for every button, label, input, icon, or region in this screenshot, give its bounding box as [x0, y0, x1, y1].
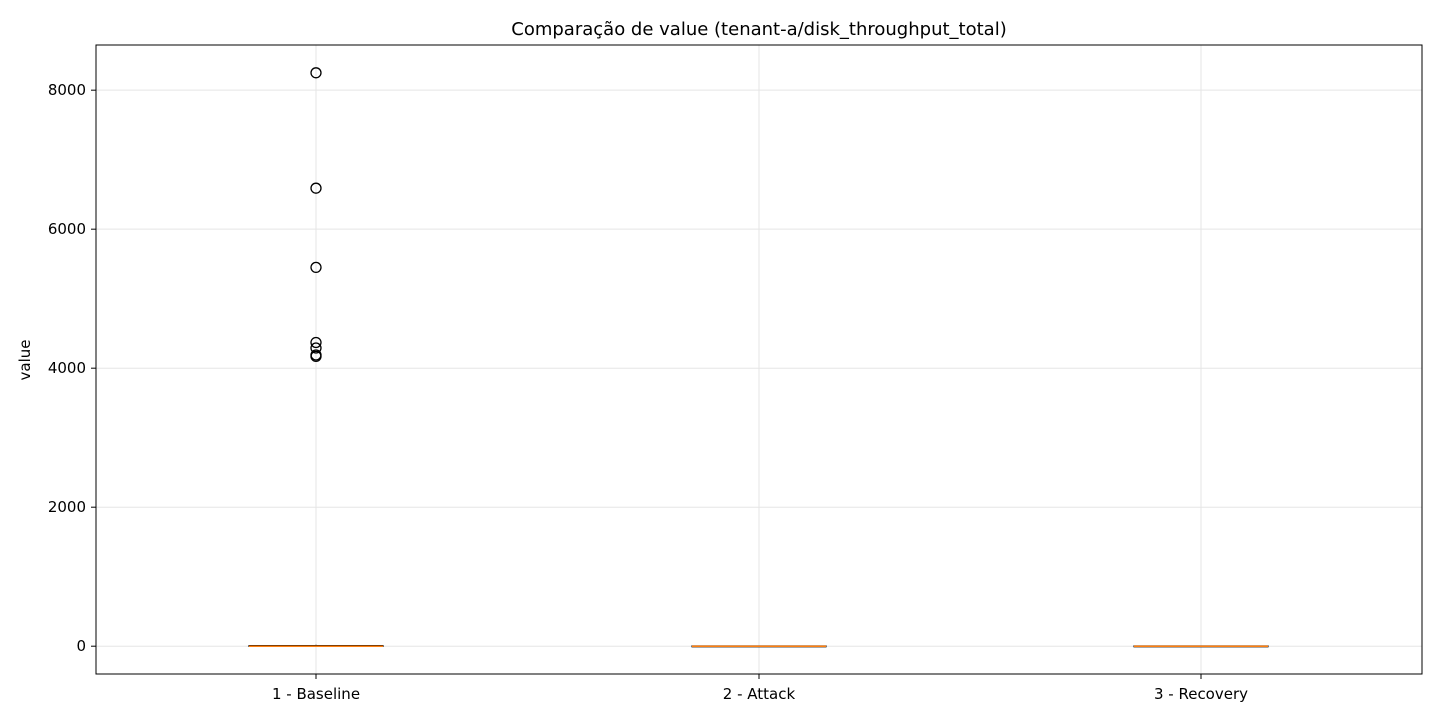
box-group	[1133, 645, 1269, 648]
tick-layer: 0 2000 4000 6000 8000 1 - Baseline 2 - Attack 3…	[48, 81, 1248, 703]
y-tick-label: 2000	[48, 498, 86, 516]
outlier-point	[310, 261, 322, 274]
y-tick-label: 0	[76, 637, 86, 655]
y-tick-label: 8000	[48, 81, 86, 99]
chart-title: Comparação de value (tenant-a/disk_throu…	[511, 19, 1006, 40]
outlier-point	[310, 182, 322, 194]
y-tick-label: 4000	[48, 359, 86, 377]
outlier-point	[310, 336, 322, 349]
outlier-point	[310, 349, 322, 361]
x-tick-label: 1 - Baseline	[272, 685, 360, 703]
x-tick-label: 3 - Recovery	[1154, 685, 1248, 703]
box-group	[691, 645, 827, 648]
grid-layer	[96, 45, 1422, 674]
x-tick-label: 2 - Attack	[723, 685, 796, 703]
outlier-point	[310, 67, 322, 79]
box-group	[248, 67, 384, 648]
y-axis-label: value	[16, 340, 34, 381]
box-layer	[248, 67, 1269, 648]
y-tick-label: 6000	[48, 220, 86, 238]
outlier-point	[310, 342, 322, 354]
